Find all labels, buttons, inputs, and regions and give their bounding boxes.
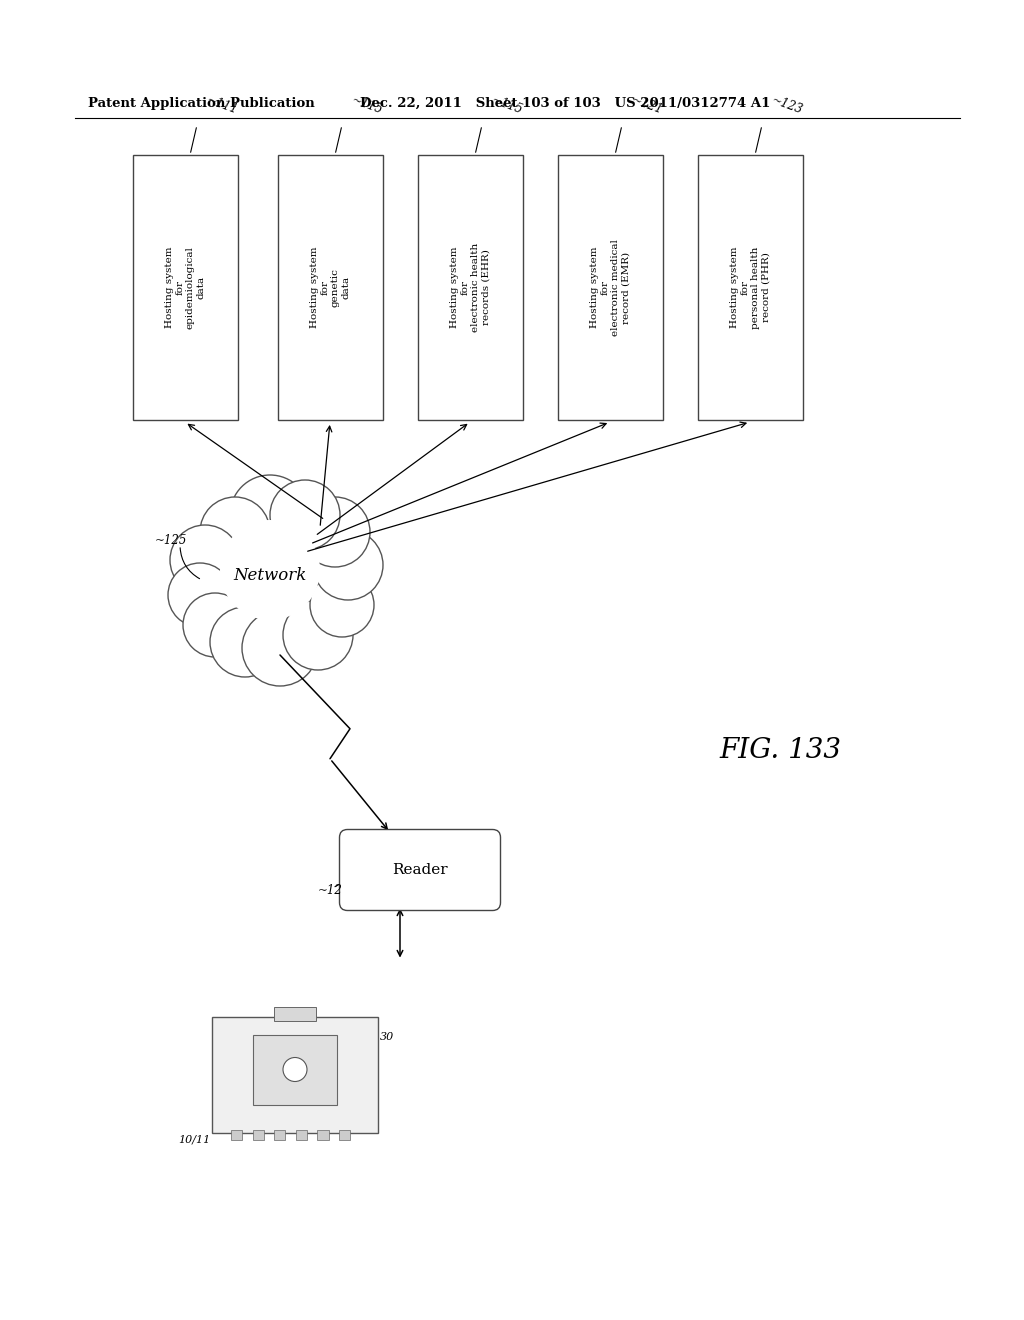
Text: ~121: ~121 [630, 94, 665, 117]
Circle shape [220, 520, 319, 620]
Text: Hosting system
for
genetic
data: Hosting system for genetic data [310, 247, 350, 329]
Text: 10/11: 10/11 [178, 1135, 210, 1144]
Text: ~111: ~111 [205, 94, 240, 117]
Text: FIG. 133: FIG. 133 [719, 737, 841, 763]
FancyBboxPatch shape [274, 1007, 316, 1020]
Text: Hosting system
for
personal health
record (PHR): Hosting system for personal health recor… [730, 247, 770, 329]
FancyBboxPatch shape [339, 1130, 350, 1140]
Circle shape [168, 564, 232, 627]
Circle shape [210, 607, 280, 677]
FancyBboxPatch shape [418, 154, 522, 420]
Circle shape [313, 531, 383, 601]
Circle shape [300, 498, 370, 568]
Text: Hosting system
for
electronic medical
record (EMR): Hosting system for electronic medical re… [590, 239, 630, 335]
Circle shape [270, 480, 340, 550]
Text: Reader: Reader [392, 863, 447, 876]
Circle shape [283, 1057, 307, 1081]
Text: ~12: ~12 [317, 883, 342, 896]
Text: ~115: ~115 [350, 94, 385, 117]
Text: ~125: ~125 [155, 533, 187, 546]
Circle shape [230, 475, 310, 554]
Circle shape [170, 525, 240, 595]
FancyBboxPatch shape [697, 154, 803, 420]
Circle shape [200, 498, 270, 568]
Circle shape [283, 601, 353, 671]
FancyBboxPatch shape [278, 154, 383, 420]
Text: Network: Network [233, 566, 306, 583]
Circle shape [183, 593, 247, 657]
Text: 30: 30 [380, 1032, 394, 1041]
FancyBboxPatch shape [274, 1130, 286, 1140]
FancyBboxPatch shape [253, 1035, 337, 1105]
Text: Hosting system
for
electronic health
records (EHR): Hosting system for electronic health rec… [450, 243, 490, 333]
Text: ~123: ~123 [770, 94, 805, 117]
FancyBboxPatch shape [253, 1130, 264, 1140]
FancyBboxPatch shape [557, 154, 663, 420]
Circle shape [310, 573, 374, 638]
Circle shape [242, 610, 318, 686]
FancyBboxPatch shape [317, 1130, 329, 1140]
FancyBboxPatch shape [231, 1130, 243, 1140]
Text: Hosting system
for
epidemiological
data: Hosting system for epidemiological data [165, 246, 205, 329]
FancyBboxPatch shape [132, 154, 238, 420]
FancyBboxPatch shape [340, 829, 501, 911]
Text: ~115: ~115 [490, 94, 525, 117]
Text: Dec. 22, 2011   Sheet 103 of 103   US 2011/0312774 A1: Dec. 22, 2011 Sheet 103 of 103 US 2011/0… [360, 96, 770, 110]
FancyBboxPatch shape [296, 1130, 307, 1140]
FancyBboxPatch shape [212, 1016, 378, 1133]
Text: Patent Application Publication: Patent Application Publication [88, 96, 314, 110]
